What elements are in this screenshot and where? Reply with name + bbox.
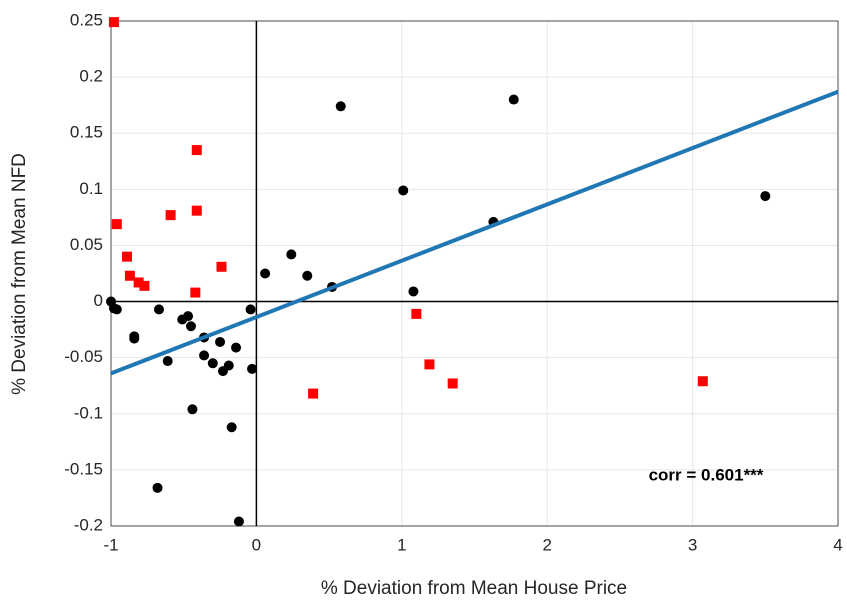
point [245, 304, 256, 315]
y-tick-label: 0.1 [79, 179, 103, 198]
y-tick-label: -0.2 [74, 515, 103, 534]
point [185, 321, 196, 332]
point [398, 185, 409, 196]
point [223, 360, 234, 371]
point [183, 311, 194, 322]
fit-line [110, 89, 839, 376]
y-tick-label: -0.05 [64, 347, 103, 366]
y-tick-label: -0.15 [64, 459, 103, 478]
y-tick-label: 0 [94, 291, 103, 310]
point [508, 94, 519, 105]
y-tick-label: 0.2 [79, 67, 103, 86]
x-tick-label: -1 [103, 535, 118, 554]
point [191, 205, 202, 216]
point [760, 191, 771, 202]
point [233, 516, 244, 527]
point [286, 249, 297, 260]
point [165, 210, 176, 221]
y-tick-label: 0.15 [70, 123, 103, 142]
point [697, 376, 708, 387]
point [133, 277, 144, 288]
point [411, 308, 422, 319]
x-tick-label: 1 [397, 535, 406, 554]
point [108, 17, 119, 28]
point [335, 101, 346, 112]
x-tick-label: 3 [688, 535, 697, 554]
point [152, 482, 163, 493]
y-axis-title: % Deviation from Mean NFD [9, 153, 30, 395]
point [124, 270, 135, 281]
point [447, 378, 458, 389]
point [162, 356, 173, 367]
point [207, 358, 218, 369]
point [247, 363, 258, 374]
point [191, 145, 202, 156]
y-tick-label: 0.25 [70, 10, 103, 29]
point [302, 270, 313, 281]
point [231, 342, 242, 353]
point [139, 280, 150, 291]
y-tick-label: -0.1 [74, 403, 103, 422]
x-axis-title: % Deviation from Mean House Price [321, 578, 627, 599]
point [190, 287, 201, 298]
point [216, 261, 227, 272]
point [121, 251, 132, 262]
y-tick-label: 0.05 [70, 235, 103, 254]
x-tick-label: 2 [542, 535, 551, 554]
point [111, 304, 122, 315]
point [111, 219, 122, 230]
point [187, 404, 198, 415]
point [424, 359, 435, 370]
plot-frame [110, 20, 839, 527]
point [129, 333, 140, 344]
point [226, 422, 237, 433]
point [153, 304, 164, 315]
point [199, 350, 210, 361]
annotation: corr = 0.601*** [649, 465, 764, 484]
point [215, 336, 226, 347]
x-tick-label: 4 [833, 535, 842, 554]
point [408, 286, 419, 297]
point [308, 388, 319, 399]
x-tick-label: 0 [252, 535, 261, 554]
point [260, 268, 271, 279]
